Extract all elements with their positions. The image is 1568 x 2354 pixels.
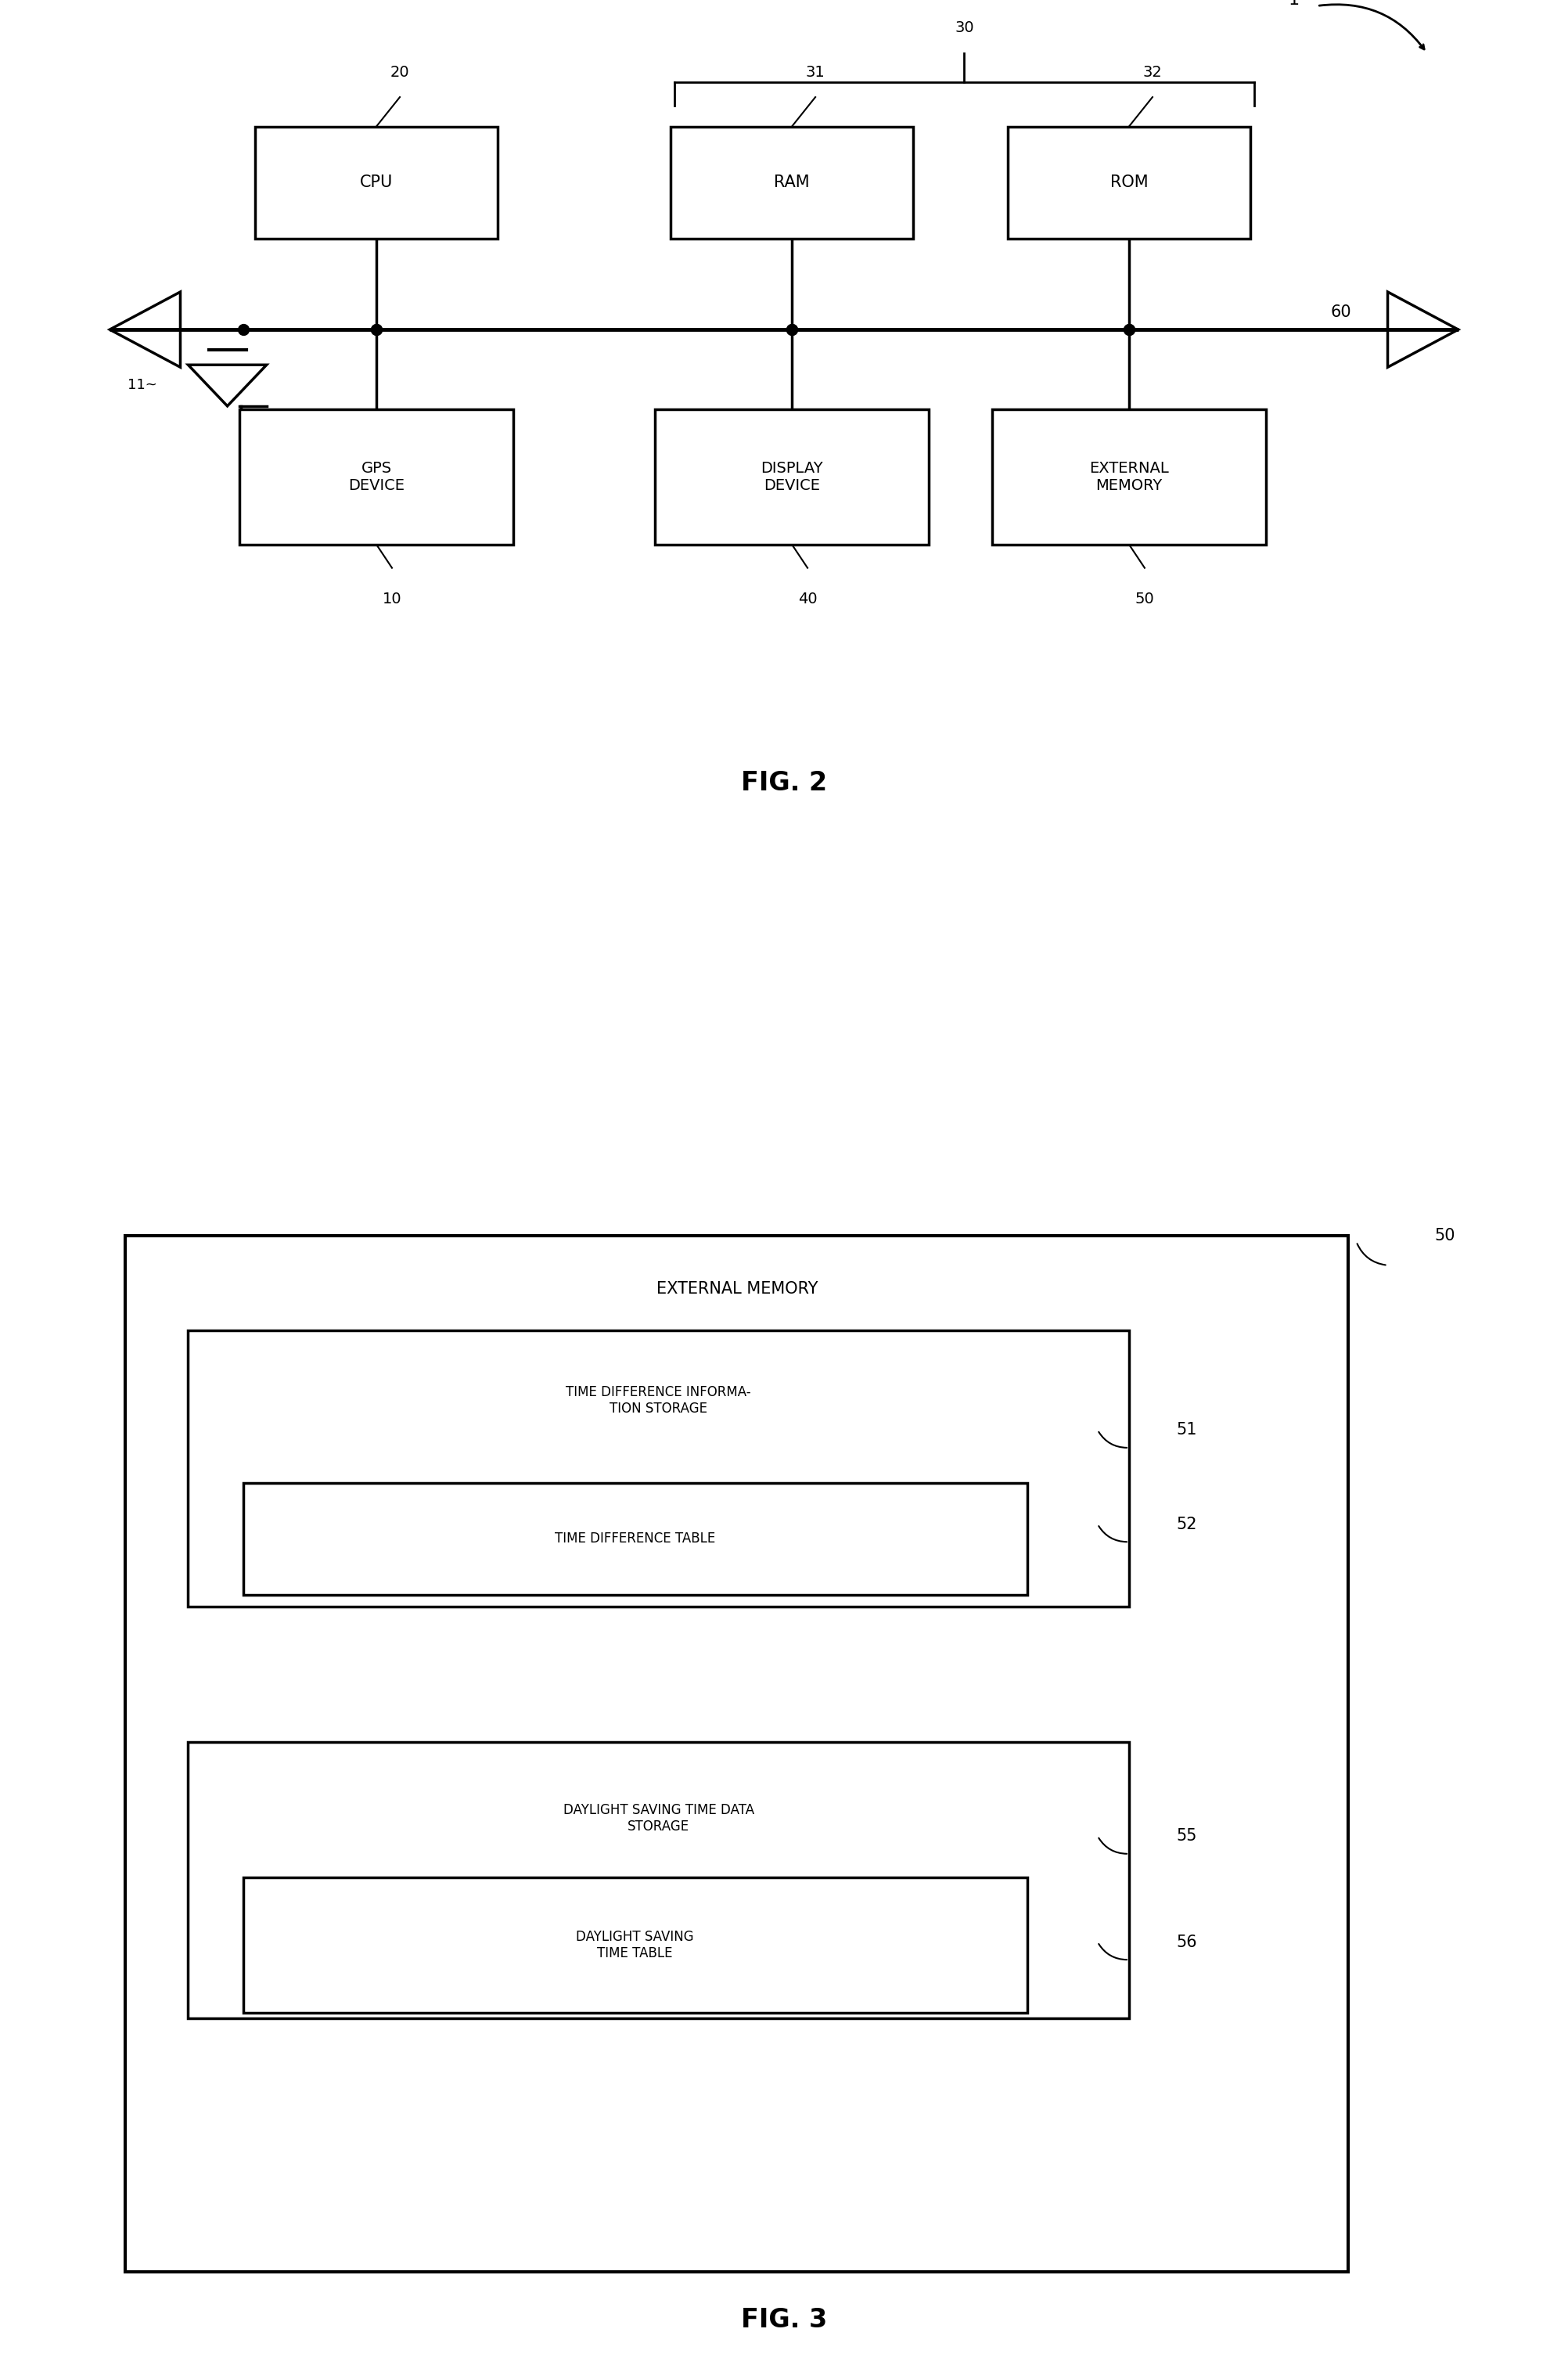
Text: CPU: CPU bbox=[359, 174, 394, 191]
Bar bbox=[243, 1483, 1027, 1596]
Text: DISPLAY
DEVICE: DISPLAY DEVICE bbox=[760, 461, 823, 492]
Text: 50: 50 bbox=[1435, 1229, 1455, 1243]
Text: 32: 32 bbox=[1143, 64, 1162, 80]
Bar bbox=[991, 410, 1265, 544]
Text: 31: 31 bbox=[806, 64, 825, 80]
Bar bbox=[671, 127, 913, 238]
Bar bbox=[188, 1330, 1129, 1605]
Text: TIME DIFFERENCE INFORMA-
TION STORAGE: TIME DIFFERENCE INFORMA- TION STORAGE bbox=[566, 1387, 751, 1415]
Bar bbox=[1007, 127, 1251, 238]
Text: EXTERNAL MEMORY: EXTERNAL MEMORY bbox=[655, 1281, 818, 1297]
Text: 30: 30 bbox=[955, 21, 974, 35]
Text: DAYLIGHT SAVING TIME DATA
STORAGE: DAYLIGHT SAVING TIME DATA STORAGE bbox=[563, 1803, 754, 1834]
Text: 50: 50 bbox=[1135, 591, 1154, 607]
Text: 55: 55 bbox=[1176, 1829, 1196, 1843]
Text: GPS
DEVICE: GPS DEVICE bbox=[348, 461, 405, 492]
Text: 52: 52 bbox=[1176, 1516, 1196, 1532]
Text: 20: 20 bbox=[390, 64, 409, 80]
Bar bbox=[243, 1878, 1027, 2013]
Text: DAYLIGHT SAVING
TIME TABLE: DAYLIGHT SAVING TIME TABLE bbox=[575, 1930, 695, 1961]
Text: EXTERNAL
MEMORY: EXTERNAL MEMORY bbox=[1090, 461, 1168, 492]
Text: FIG. 3: FIG. 3 bbox=[740, 2307, 828, 2333]
Bar bbox=[254, 127, 497, 238]
Bar bbox=[654, 410, 928, 544]
Text: RAM: RAM bbox=[775, 174, 809, 191]
Text: TIME DIFFERENCE TABLE: TIME DIFFERENCE TABLE bbox=[555, 1532, 715, 1547]
Bar bbox=[125, 1236, 1348, 2272]
Bar bbox=[188, 1742, 1129, 2020]
Text: 60: 60 bbox=[1330, 304, 1352, 320]
Bar bbox=[238, 410, 514, 544]
Text: 1: 1 bbox=[1287, 0, 1300, 7]
Text: 40: 40 bbox=[798, 591, 817, 607]
Text: 11~: 11~ bbox=[127, 379, 157, 391]
Text: 56: 56 bbox=[1176, 1935, 1196, 1949]
Text: 10: 10 bbox=[383, 591, 401, 607]
Text: 51: 51 bbox=[1176, 1422, 1196, 1438]
Text: FIG. 2: FIG. 2 bbox=[742, 770, 826, 796]
Text: ROM: ROM bbox=[1110, 174, 1148, 191]
